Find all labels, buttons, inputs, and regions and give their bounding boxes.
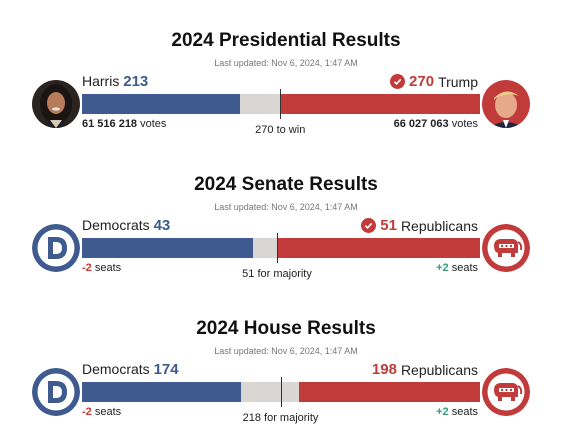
democrat-logo-icon <box>32 368 80 416</box>
threshold-label: 51 for majority <box>242 268 312 280</box>
presidential-bar <box>82 94 480 114</box>
harris-name: Harris <box>82 73 120 89</box>
harris-votes: 61 516 218 votes <box>82 118 166 130</box>
house-rep-label: 198 Republicans <box>372 361 478 378</box>
threshold-marker <box>277 233 279 263</box>
presidential-title: 2024 Presidential Results <box>171 30 401 51</box>
senate-dem-count: 43 <box>153 217 171 234</box>
threshold-label: 270 to win <box>255 124 306 136</box>
senate-dem-change: -2 seats <box>82 262 122 274</box>
senate-rep-change: +2 seats <box>436 262 478 274</box>
threshold-label: 218 for majority <box>242 412 319 424</box>
house-rep-count: 198 <box>371 361 397 378</box>
house-title: 2024 House Results <box>196 318 376 339</box>
house-bar <box>82 382 480 402</box>
threshold-marker <box>280 377 282 407</box>
senate-rep-count: 51 <box>380 217 397 234</box>
dem-bar-segment <box>82 94 240 114</box>
presidential-results: 2024 Presidential Results Last updated: … <box>0 0 572 143</box>
winner-check-icon <box>361 218 377 233</box>
senate-updated: Last updated: Nov 6, 2024, 1:47 AM <box>214 202 358 212</box>
house-updated: Last updated: Nov 6, 2024, 1:47 AM <box>214 346 358 356</box>
senate-rep-name: Republicans <box>400 217 478 234</box>
rep-bar-segment <box>277 238 480 258</box>
rep-bar-segment <box>280 94 480 114</box>
trump-electoral-count: 270 <box>409 73 435 90</box>
threshold-marker <box>280 89 282 119</box>
harris-votes-number: 61 516 218 <box>82 118 138 130</box>
harris-portrait-icon <box>32 80 80 128</box>
house-dem-change: -2 seats <box>82 406 122 418</box>
dem-bar-segment <box>82 238 254 258</box>
trump-votes-word: votes <box>451 118 478 130</box>
trump-votes: 66 027 063 votes <box>394 118 478 130</box>
dem-bar-segment <box>82 382 242 402</box>
harris-label: Harris 213 <box>82 73 148 90</box>
senate-dem-name: Democrats <box>82 217 150 233</box>
trump-portrait-icon <box>482 80 530 128</box>
democrat-logo-icon <box>32 224 80 272</box>
trump-label: 270 Trump <box>390 73 478 90</box>
house-dem-name: Democrats <box>82 361 150 377</box>
republican-elephant-icon <box>482 368 530 416</box>
house-dem-label: Democrats 174 <box>82 361 179 378</box>
presidential-updated: Last updated: Nov 6, 2024, 1:47 AM <box>214 58 358 68</box>
uncalled-bar-segment <box>239 94 281 114</box>
senate-dem-label: Democrats 43 <box>82 217 170 234</box>
house-rep-change: +2 seats <box>436 406 478 418</box>
senate-rep-label: 51 Republicans <box>361 217 478 234</box>
republican-elephant-icon <box>482 224 530 272</box>
trump-name: Trump <box>438 73 478 90</box>
trump-votes-number: 66 027 063 <box>393 118 449 130</box>
house-rep-name: Republicans <box>400 361 478 378</box>
winner-check-icon <box>390 74 406 89</box>
senate-bar <box>82 238 480 258</box>
rep-bar-segment <box>298 382 480 402</box>
senate-title: 2024 Senate Results <box>194 174 378 195</box>
harris-electoral-count: 213 <box>123 73 149 90</box>
senate-results: 2024 Senate Results Last updated: Nov 6,… <box>0 144 572 287</box>
house-results: 2024 House Results Last updated: Nov 6, … <box>0 288 572 431</box>
uncalled-bar-segment <box>241 382 299 402</box>
uncalled-bar-segment <box>253 238 277 258</box>
house-dem-count: 174 <box>153 361 179 378</box>
harris-votes-word: votes <box>140 118 167 130</box>
